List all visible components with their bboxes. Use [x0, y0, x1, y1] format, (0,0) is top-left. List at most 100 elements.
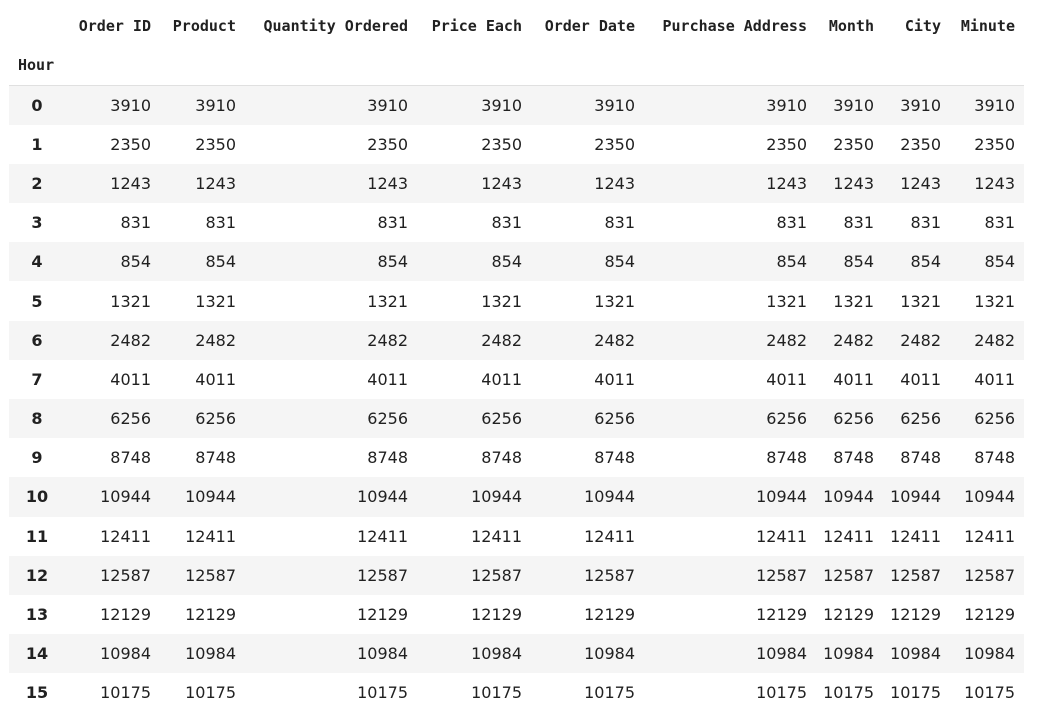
- table-cell: 3910: [110, 95, 151, 115]
- table-row: 14 10984 10984 10984 10984 10984 10984 10984 109…: [9, 634, 1024, 674]
- table-cell: 6256: [481, 409, 522, 429]
- table-cell: 10984: [964, 644, 1015, 664]
- index-corner-cell: [9, 6, 65, 45]
- table-row: 4 854 854 854 854 854 854 854 854 854: [9, 242, 1024, 282]
- row-index-label: 4: [31, 252, 43, 272]
- table-cell: 2350: [481, 134, 522, 154]
- table-cell: 3910: [367, 95, 408, 115]
- table-cell: 12587: [964, 565, 1015, 585]
- table-cell: 12587: [584, 565, 635, 585]
- index-name-label: Hour: [9, 45, 65, 86]
- table-cell: 6256: [833, 409, 874, 429]
- table-cell: 10175: [890, 683, 941, 703]
- dataframe-table: Order ID Product Quantity Ordered Price …: [9, 6, 1024, 713]
- column-header: City: [904, 16, 941, 35]
- empty-header-cell: [816, 45, 883, 86]
- table-cell: 2350: [900, 134, 941, 154]
- table-cell: 10984: [890, 644, 941, 664]
- table-cell: 831: [120, 213, 151, 233]
- table-row: 12 12587 12587 12587 12587 12587 12587 12587 125…: [9, 555, 1024, 595]
- empty-header-cell: [531, 45, 644, 86]
- table-cell: 10944: [823, 487, 874, 507]
- table-cell: 4011: [833, 369, 874, 389]
- table-cell: 10944: [584, 487, 635, 507]
- empty-header-cell: [245, 45, 417, 86]
- row-index-label: 0: [31, 95, 43, 115]
- table-cell: 12129: [756, 605, 807, 625]
- table-cell: 831: [776, 213, 807, 233]
- table-header: Order ID Product Quantity Ordered Price …: [9, 6, 1024, 86]
- table-cell: 12411: [964, 526, 1015, 546]
- column-header: Product: [172, 16, 236, 35]
- table-cell: 12411: [756, 526, 807, 546]
- row-index-label: 10: [25, 487, 49, 507]
- table-cell: 10984: [756, 644, 807, 664]
- row-index-label: 2: [31, 173, 43, 193]
- table-cell: 2482: [367, 330, 408, 350]
- table-cell: 3910: [594, 95, 635, 115]
- column-header: Price Each: [431, 16, 522, 35]
- table-cell: 831: [984, 213, 1015, 233]
- row-index-label: 15: [25, 683, 49, 703]
- column-header: Purchase Address: [662, 16, 808, 35]
- row-index-label: 6: [31, 330, 43, 350]
- table-cell: 3910: [481, 95, 522, 115]
- table-cell: 8748: [110, 448, 151, 468]
- table-row: 9 8748 8748 8748 8748 8748 8748 8748 8748 8748: [9, 438, 1024, 477]
- table-cell: 4011: [900, 369, 941, 389]
- table-cell: 2482: [766, 330, 807, 350]
- table-cell: 10944: [964, 487, 1015, 507]
- row-index-label: 14: [25, 644, 49, 664]
- table-cell: 854: [205, 252, 236, 272]
- table-cell: 4011: [594, 369, 635, 389]
- table-cell: 2350: [833, 134, 874, 154]
- table-cell: 854: [120, 252, 151, 272]
- table-cell: 854: [604, 252, 635, 272]
- row-index-label: 8: [31, 409, 43, 429]
- table-cell: 1321: [481, 291, 522, 311]
- table-cell: 12129: [964, 605, 1015, 625]
- column-header: Order ID: [78, 16, 151, 35]
- table-cell: 12411: [471, 526, 522, 546]
- table-cell: 6256: [974, 409, 1015, 429]
- table-cell: 1243: [110, 173, 151, 193]
- table-cell: 8748: [766, 448, 807, 468]
- table-cell: 3910: [195, 95, 236, 115]
- table-cell: 12411: [823, 526, 874, 546]
- column-header: Month: [828, 16, 874, 35]
- empty-header-cell: [883, 45, 950, 86]
- table-cell: 2482: [833, 330, 874, 350]
- table-body: 0 3910 3910 3910 3910 3910 3910 3910 3910 3910 1 23…: [9, 85, 1024, 713]
- table-cell: 2350: [594, 134, 635, 154]
- table-cell: 1243: [367, 173, 408, 193]
- table-cell: 6256: [110, 409, 151, 429]
- table-cell: 12129: [890, 605, 941, 625]
- table-cell: 12129: [100, 605, 151, 625]
- table-cell: 3910: [766, 95, 807, 115]
- table-cell: 10175: [756, 683, 807, 703]
- table-cell: 12129: [584, 605, 635, 625]
- table-cell: 8748: [367, 448, 408, 468]
- table-cell: 10944: [100, 487, 151, 507]
- table-cell: 12411: [890, 526, 941, 546]
- table-cell: 10175: [357, 683, 408, 703]
- table-cell: 1243: [481, 173, 522, 193]
- table-cell: 4011: [974, 369, 1015, 389]
- table-cell: 12411: [584, 526, 635, 546]
- table-cell: 12129: [185, 605, 236, 625]
- table-cell: 1243: [900, 173, 941, 193]
- table-cell: 2482: [594, 330, 635, 350]
- table-cell: 2350: [766, 134, 807, 154]
- table-cell: 6256: [900, 409, 941, 429]
- table-cell: 8748: [195, 448, 236, 468]
- table-cell: 1243: [833, 173, 874, 193]
- table-cell: 10175: [584, 683, 635, 703]
- table-row: 5 1321 1321 1321 1321 1321 1321 1321 1321 1321: [9, 281, 1024, 320]
- table-row: 6 2482 2482 2482 2482 2482 2482 2482 2482 2482: [9, 320, 1024, 360]
- table-row: 3 831 831 831 831 831 831 831 831 831: [9, 203, 1024, 242]
- table-row: 1 2350 2350 2350 2350 2350 2350 2350 2350 2350: [9, 125, 1024, 164]
- table-cell: 12129: [823, 605, 874, 625]
- column-header: Minute: [960, 16, 1015, 35]
- row-index-label: 12: [25, 565, 49, 585]
- table-cell: 8748: [900, 448, 941, 468]
